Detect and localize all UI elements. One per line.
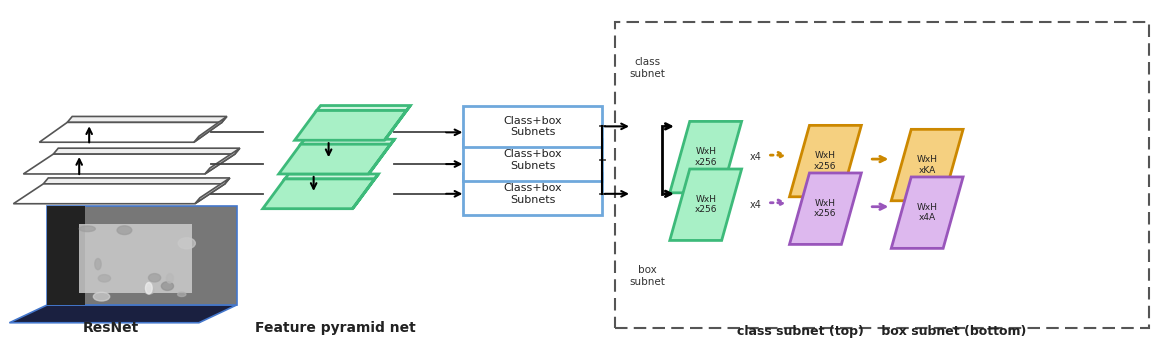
Polygon shape bbox=[353, 174, 379, 209]
Ellipse shape bbox=[178, 238, 196, 249]
Text: Class+box
Subnets: Class+box Subnets bbox=[503, 183, 562, 205]
Polygon shape bbox=[891, 129, 963, 201]
Ellipse shape bbox=[116, 226, 132, 235]
FancyBboxPatch shape bbox=[464, 139, 602, 181]
Text: box
subnet: box subnet bbox=[630, 265, 665, 287]
Ellipse shape bbox=[79, 226, 96, 232]
Text: ResNet: ResNet bbox=[83, 321, 140, 335]
Polygon shape bbox=[670, 121, 742, 193]
Polygon shape bbox=[790, 126, 861, 197]
Polygon shape bbox=[205, 148, 240, 174]
Polygon shape bbox=[9, 305, 236, 323]
Text: WxH
x256: WxH x256 bbox=[694, 147, 716, 167]
Polygon shape bbox=[295, 110, 407, 140]
Text: class subnet (top)    box subnet (bottom): class subnet (top) box subnet (bottom) bbox=[736, 325, 1026, 338]
Polygon shape bbox=[384, 106, 410, 140]
Polygon shape bbox=[670, 169, 742, 240]
Polygon shape bbox=[193, 116, 227, 142]
Polygon shape bbox=[790, 173, 861, 245]
Ellipse shape bbox=[148, 274, 161, 282]
Ellipse shape bbox=[93, 292, 110, 301]
Text: Feature pyramid net: Feature pyramid net bbox=[255, 321, 416, 335]
Text: Class+box
Subnets: Class+box Subnets bbox=[503, 149, 562, 171]
Polygon shape bbox=[891, 177, 963, 248]
Text: WxH
x4A: WxH x4A bbox=[917, 203, 938, 222]
Polygon shape bbox=[278, 144, 390, 174]
Polygon shape bbox=[263, 179, 374, 209]
Polygon shape bbox=[368, 139, 395, 174]
Ellipse shape bbox=[146, 282, 153, 294]
Polygon shape bbox=[195, 178, 230, 204]
Text: x4: x4 bbox=[749, 200, 762, 210]
Text: class
subnet: class subnet bbox=[630, 57, 665, 79]
Polygon shape bbox=[13, 184, 225, 204]
Ellipse shape bbox=[162, 282, 174, 290]
Polygon shape bbox=[301, 139, 395, 144]
Ellipse shape bbox=[167, 274, 174, 283]
Ellipse shape bbox=[98, 275, 111, 282]
Polygon shape bbox=[54, 148, 240, 154]
Ellipse shape bbox=[177, 292, 186, 297]
Text: WxH
x256: WxH x256 bbox=[814, 199, 836, 219]
Polygon shape bbox=[79, 224, 192, 293]
Polygon shape bbox=[317, 106, 410, 110]
Text: Class+box
Subnets: Class+box Subnets bbox=[503, 116, 562, 137]
FancyBboxPatch shape bbox=[464, 106, 602, 147]
Polygon shape bbox=[23, 154, 235, 174]
Text: WxH
x256: WxH x256 bbox=[814, 152, 836, 171]
Text: WxH
xKA: WxH xKA bbox=[917, 155, 938, 175]
FancyBboxPatch shape bbox=[464, 173, 602, 215]
Text: x4: x4 bbox=[749, 152, 762, 162]
Ellipse shape bbox=[144, 287, 154, 294]
Polygon shape bbox=[284, 174, 379, 179]
Polygon shape bbox=[48, 206, 236, 305]
Polygon shape bbox=[40, 122, 221, 142]
Polygon shape bbox=[48, 206, 85, 305]
Ellipse shape bbox=[94, 259, 101, 270]
Polygon shape bbox=[43, 178, 230, 184]
Polygon shape bbox=[68, 116, 227, 122]
Text: WxH
x256: WxH x256 bbox=[694, 195, 716, 214]
